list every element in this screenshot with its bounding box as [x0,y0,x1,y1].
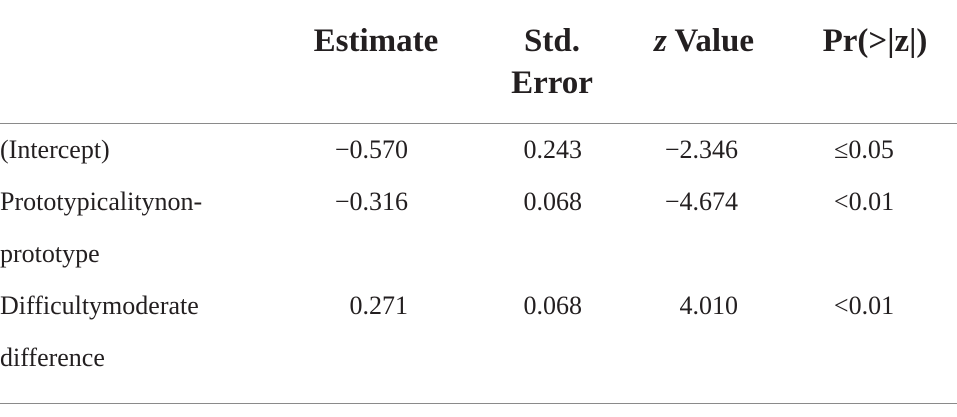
row-3-estimate: 0.271 [349,291,409,320]
row-1-estimate: −0.570 [334,135,408,164]
header-p-value: Pr(>|z|) [822,23,928,59]
row-3-z-value: 4.010 [679,291,739,320]
row-2-z-value: −4.674 [664,187,738,216]
row-1-term: (Intercept) [0,135,110,164]
row-3-p-value: <0.01 [833,291,895,320]
row-3-std-error: 0.068 [523,291,583,320]
row-1-z-value: −2.346 [664,135,738,164]
header-std-error-line1: Std. [524,23,580,59]
header-z-symbol: z [654,23,667,59]
row-2-estimate: −0.316 [334,187,408,216]
header-divider [0,123,957,124]
row-2-term-line1: Prototypicalitynon- [0,187,203,216]
table-bottom-rule [0,403,957,404]
row-1-std-error: 0.243 [523,135,583,164]
header-estimate: Estimate [313,23,439,59]
header-std-error-line2: Error [511,65,593,101]
header-z-value: z Value [646,20,762,62]
row-3-term-line2: difference [0,343,105,372]
row-1-p-value: ≤0.05 [834,135,894,164]
row-2-term-line2: prototype [0,239,100,268]
header-z-label: Value [666,23,754,59]
header-std-error: Std. Error [490,20,614,104]
row-3-term-line1: Difficultymoderate [0,291,199,320]
row-2-std-error: 0.068 [523,187,583,216]
row-2-p-value: <0.01 [833,187,895,216]
